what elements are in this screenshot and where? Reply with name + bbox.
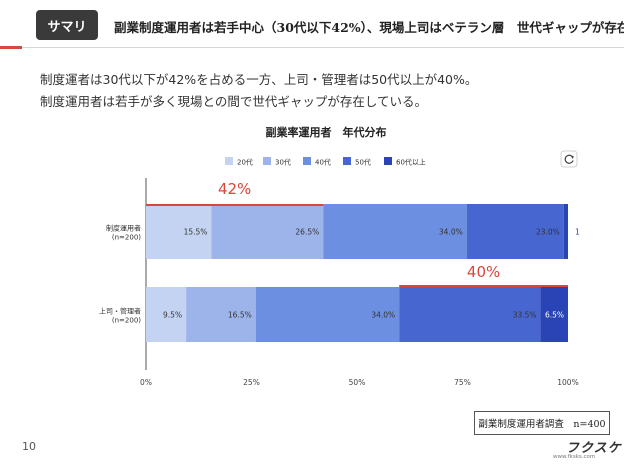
x-tick-label-4: 100% [557, 378, 578, 387]
annotation-label-0: 42% [218, 180, 251, 198]
bar-label-1-3: 33.5% [513, 311, 537, 320]
header-divider [0, 47, 624, 48]
bar-segment-0-4 [563, 204, 568, 259]
summary-line-2: 制度運用者は若手が多く現場との間で世代ギャップが存在している。 [40, 94, 428, 109]
bar-label-1-1: 16.5% [228, 311, 252, 320]
brand-logo: フクスケ [566, 441, 622, 456]
category-label-1-1: (n=200) [112, 317, 141, 325]
x-axis-ticks: 0% 25% 50% 75% 100% [140, 378, 579, 387]
refresh-icon [564, 154, 574, 164]
legend-swatch-4 [384, 157, 392, 165]
age-distribution-chart: 副業率運用者 年代分布 20代 30代 40代 50代 60代以上 15.5% 26.5%… [99, 125, 580, 387]
bar-label-1-4: 6.5% [545, 311, 564, 320]
bar-segment-1-1 [186, 287, 256, 342]
bar-segment-0-2 [323, 204, 467, 259]
bar-label-0-0: 15.5% [184, 228, 208, 237]
legend-swatch-1 [263, 157, 271, 165]
bar-label-0-2: 34.0% [439, 228, 463, 237]
bar-segment-1-2 [255, 287, 400, 342]
header: サマリ 副業制度運用者は若手中心（30代以下42%）、現場上司はベテラン層 世代… [0, 0, 624, 49]
bar-label-0-4: 1 [575, 228, 580, 237]
x-tick-label-1: 25% [243, 378, 260, 387]
summary-line-1: 制度運者は30代以下が42%を占める一方、上司・管理者は50代以上が40%。 [40, 72, 478, 87]
site-url: www.fksks.com [553, 454, 596, 460]
legend-label-4: 60代以上 [396, 158, 426, 167]
x-tick-label-2: 50% [349, 378, 366, 387]
x-tick-label-0: 0% [140, 378, 152, 387]
bar-segment-1-3 [399, 287, 541, 342]
category-label-1-0: 上司・管理者 [99, 307, 141, 316]
summary-badge: サマリ [36, 10, 98, 40]
page-number: 10 [22, 440, 36, 453]
category-label-0-1: (n=200) [112, 234, 141, 242]
chart-panel: 副業率運用者 年代分布 20代 30代 40代 50代 60代以上 15.5% 26.5%… [0, 120, 624, 410]
legend-label-0: 20代 [237, 158, 253, 167]
legend-label-1: 30代 [275, 158, 291, 167]
category-labels: 制度運用者(n=200)上司・管理者(n=200) [99, 224, 141, 325]
bar-segment-1-0 [146, 287, 187, 342]
chart-annotations: 42% 40% [146, 180, 568, 287]
bar-label-0-1: 26.5% [295, 228, 319, 237]
header-accent-mark [0, 46, 22, 49]
bar-segment-0-3 [466, 204, 564, 259]
legend-swatch-0 [225, 157, 233, 165]
legend-swatch-2 [303, 157, 311, 165]
bar-segment-0-0 [146, 204, 212, 259]
chart-legend: 20代 30代 40代 50代 60代以上 [225, 157, 426, 167]
legend-swatch-3 [343, 157, 351, 165]
refresh-arrowhead [571, 155, 574, 159]
annotation-label-1: 40% [467, 263, 500, 281]
refresh-button[interactable] [560, 150, 578, 168]
bar-segment-1-4 [540, 287, 568, 342]
bar-label-1-0: 9.5% [163, 311, 182, 320]
chart-title: 副業率運用者 年代分布 [266, 125, 387, 139]
bar-label-0-3: 23.0% [536, 228, 560, 237]
bar-segment-0-1 [211, 204, 324, 259]
survey-note: 副業制度運用者調査 n=400 [474, 411, 610, 435]
x-tick-label-3: 75% [454, 378, 471, 387]
chart-bars: 15.5% 26.5% 34.0% 23.0% 1 9.5% 16.5% 34.0% 33.5%… [146, 204, 580, 342]
legend-label-3: 50代 [355, 158, 371, 167]
category-label-0-0: 制度運用者 [106, 224, 141, 233]
legend-label-2: 40代 [315, 158, 331, 167]
slide-headline: 副業制度運用者は若手中心（30代以下42%）、現場上司はベテラン層 世代ギャップ… [114, 20, 624, 35]
bar-label-1-2: 34.0% [371, 311, 395, 320]
